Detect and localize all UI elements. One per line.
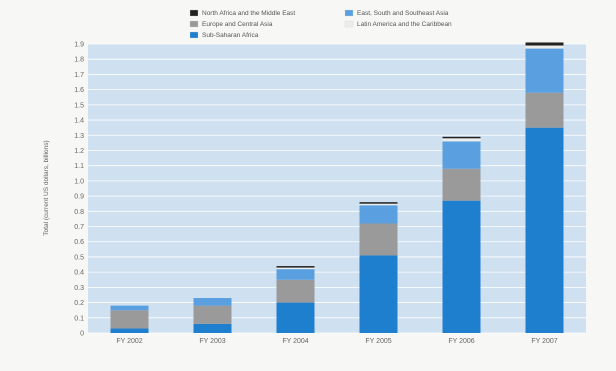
y-tick-label: 0 [80, 331, 84, 338]
bar-segment-europe-and-central-asia [110, 310, 149, 329]
legend-swatch-europe-and-central-asia [189, 20, 199, 28]
y-tick-label: 1.7 [74, 72, 84, 79]
y-axis-title: Total (current US dollars, billions) [43, 140, 50, 235]
bar-segment-latin-america-and-the-caribbean [442, 138, 481, 142]
y-tick-label: 0.3 [74, 285, 84, 292]
y-tick-label: 0.9 [74, 194, 84, 201]
legend-swatch-sub-saharan-africa [189, 31, 199, 39]
legend-label-europe-and-central-asia: Europe and Central Asia [202, 21, 273, 28]
bar-segment-latin-america-and-the-caribbean [359, 203, 398, 206]
bar-segment-east-south-and-southeast-asia [110, 305, 149, 311]
bar-segment-europe-and-central-asia [359, 223, 398, 256]
bar-segment-sub-saharan-africa [276, 302, 315, 333]
x-axis-ticks: FY 2002 FY 2003 FY 2004 FY 2005 FY 2006 FY 20… [116, 338, 557, 345]
bar-segment-north-africa-and-the-middle-east [359, 202, 398, 204]
bar-segment-east-south-and-southeast-asia [193, 298, 232, 306]
y-tick-label: 1.5 [74, 102, 84, 109]
plot-area [88, 44, 586, 333]
y-tick-label: 1.0 [74, 178, 84, 185]
bar-segment-east-south-and-southeast-asia [276, 269, 315, 280]
bar-segment-europe-and-central-asia [193, 305, 232, 324]
bar-segment-north-africa-and-the-middle-east [442, 136, 481, 139]
y-tick-label: 1.4 [74, 118, 84, 125]
y-tick-label: 1.3 [74, 133, 84, 140]
bar-segment-latin-america-and-the-caribbean [276, 267, 315, 270]
legend-label-east-south-and-southeast-asia: East, South and Southeast Asia [357, 10, 449, 17]
legend-label-north-africa-and-the-middle-east: North Africa and the Middle East [202, 10, 295, 17]
bar-segment-latin-america-and-the-caribbean [525, 45, 564, 49]
y-tick-label: 1.9 [74, 42, 84, 49]
legend-swatch-east-south-and-southeast-asia [344, 9, 354, 17]
y-tick-label: 0.2 [74, 300, 84, 307]
bar-segment-europe-and-central-asia [525, 92, 564, 128]
bar-segment-east-south-and-southeast-asia [525, 48, 564, 93]
bar-segment-sub-saharan-africa [359, 255, 398, 333]
y-tick-label: 0.1 [74, 315, 84, 322]
y-tick-label: 1.8 [74, 57, 84, 64]
y-tick-label: 0.5 [74, 254, 84, 261]
y-tick-label: 0.7 [74, 224, 84, 231]
bar-segment-north-africa-and-the-middle-east [276, 266, 315, 268]
gridlines [88, 43, 586, 334]
bar-segment-sub-saharan-africa [193, 323, 232, 333]
x-tick-label: FY 2005 [365, 338, 391, 345]
x-tick-label: FY 2002 [116, 338, 142, 345]
x-tick-label: FY 2007 [531, 338, 557, 345]
y-axis-ticks: 0 0.1 0.2 0.3 0.4 0.5 0.6 0.7 0.8 0.9 1.0 1.1 1.2 1.3… [74, 42, 84, 338]
bar-segment-sub-saharan-africa [442, 200, 481, 333]
x-tick-label: FY 2006 [448, 338, 474, 345]
y-tick-label: 1.1 [74, 163, 84, 170]
bars [110, 42, 564, 333]
bar-segment-europe-and-central-asia [276, 279, 315, 303]
y-tick-label: 1.2 [74, 148, 84, 155]
bar-segment-north-africa-and-the-middle-east [525, 42, 564, 46]
bar-segment-east-south-and-southeast-asia [442, 141, 481, 169]
x-tick-label: FY 2004 [282, 338, 308, 345]
legend-label-sub-saharan-africa: Sub-Saharan Africa [202, 32, 259, 39]
legend: North Africa and the Middle East East, So… [189, 9, 452, 39]
bar-segment-sub-saharan-africa [525, 127, 564, 333]
legend-label-latin-america-and-the-caribbean: Latin America and the Caribbean [357, 21, 452, 28]
x-tick-label: FY 2003 [199, 338, 225, 345]
legend-swatch-north-africa-and-the-middle-east [189, 9, 199, 17]
bar-segment-europe-and-central-asia [442, 168, 481, 201]
y-tick-label: 0.4 [74, 270, 84, 277]
bar-segment-east-south-and-southeast-asia [359, 205, 398, 224]
y-tick-label: 0.6 [74, 239, 84, 246]
legend-swatch-latin-america-and-the-caribbean [344, 20, 354, 28]
y-tick-label: 1.6 [74, 87, 84, 94]
y-tick-label: 0.8 [74, 209, 84, 216]
bar-segment-sub-saharan-africa [110, 328, 149, 333]
